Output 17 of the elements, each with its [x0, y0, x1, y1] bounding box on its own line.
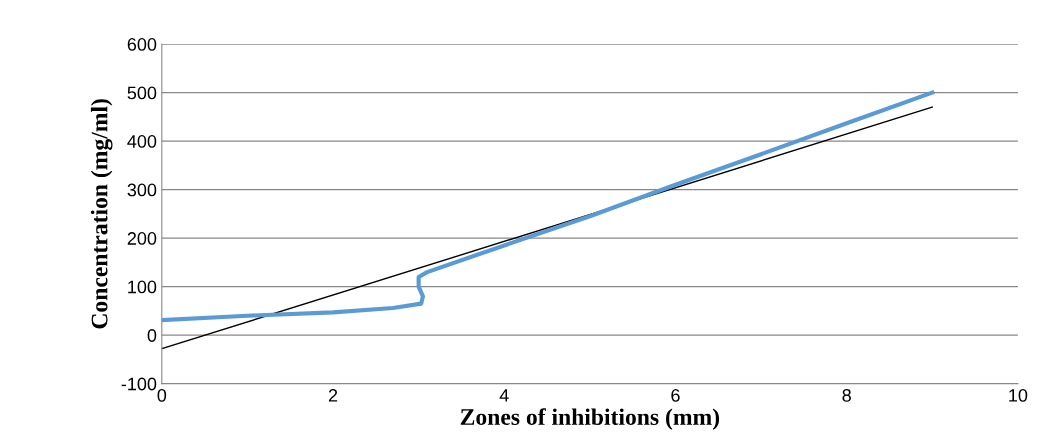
y-tick-label: 0 — [147, 329, 157, 342]
x-axis-title: Zones of inhibitions (mm) — [460, 408, 720, 430]
line-series — [161, 90, 935, 323]
y-tick-label: 200 — [127, 232, 157, 245]
y-tick-label: -100 — [121, 377, 157, 391]
x-tick-label: 6 — [671, 389, 680, 402]
y-axis-title: Concentration (mg/ml) — [90, 99, 113, 329]
y-tick-label: 300 — [127, 183, 157, 197]
x-tick-label: 4 — [499, 389, 509, 402]
x-tick-label: 10 — [1009, 389, 1028, 402]
x-tick-label: 0 — [157, 389, 167, 402]
y-tick-label: 600 — [127, 38, 157, 51]
y-tick-label: 500 — [127, 86, 157, 100]
x-tick-label: 8 — [842, 389, 851, 402]
x-tick-label: 2 — [328, 389, 338, 402]
y-tick-label: 400 — [127, 135, 157, 148]
y-tick-label: 100 — [128, 280, 157, 294]
